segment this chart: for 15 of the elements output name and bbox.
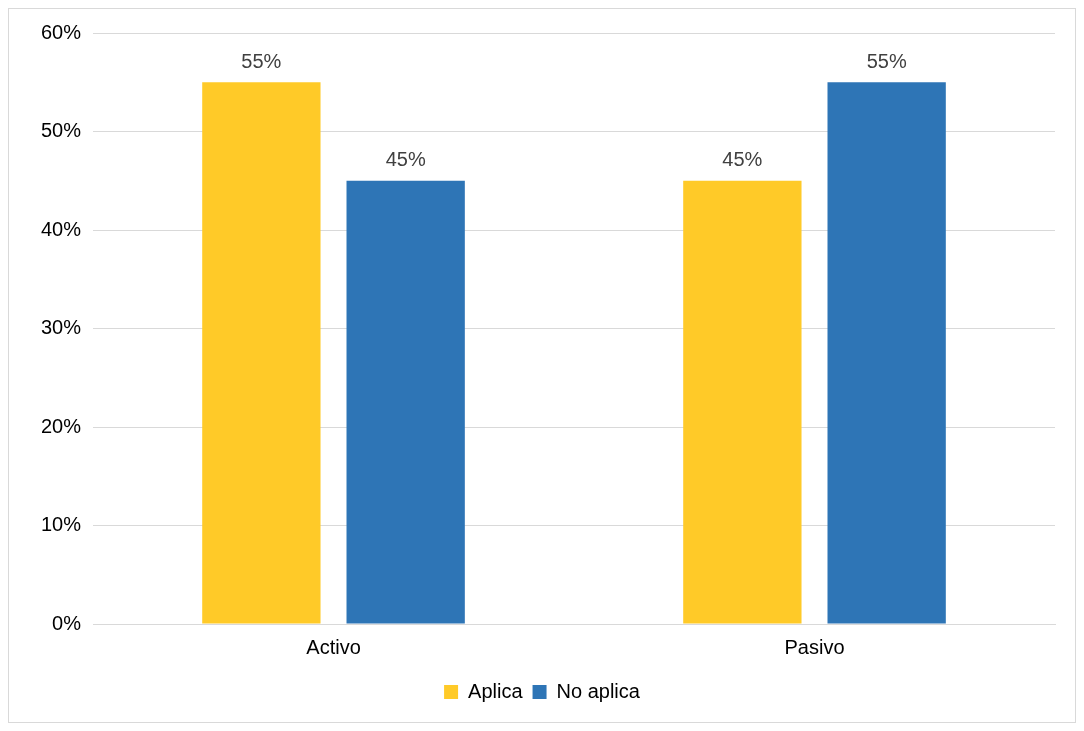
data-label: 55% bbox=[866, 49, 907, 72]
data-label: 55% bbox=[241, 49, 282, 72]
legend-label: No aplica bbox=[556, 679, 641, 702]
data-label: 45% bbox=[385, 148, 426, 171]
y-tick-label: 30% bbox=[41, 316, 82, 339]
y-tick-label: 60% bbox=[41, 20, 82, 43]
data-label: 45% bbox=[722, 148, 763, 171]
y-tick-label: 20% bbox=[41, 414, 82, 437]
x-tick-label: Activo bbox=[306, 635, 361, 658]
y-tick-label: 40% bbox=[41, 217, 82, 240]
legend-label: Aplica bbox=[468, 679, 524, 702]
y-tick-label: 10% bbox=[41, 513, 82, 536]
x-tick-label: Pasivo bbox=[784, 635, 845, 658]
y-tick-label: 50% bbox=[41, 119, 82, 142]
y-tick-label: 0% bbox=[52, 611, 82, 634]
